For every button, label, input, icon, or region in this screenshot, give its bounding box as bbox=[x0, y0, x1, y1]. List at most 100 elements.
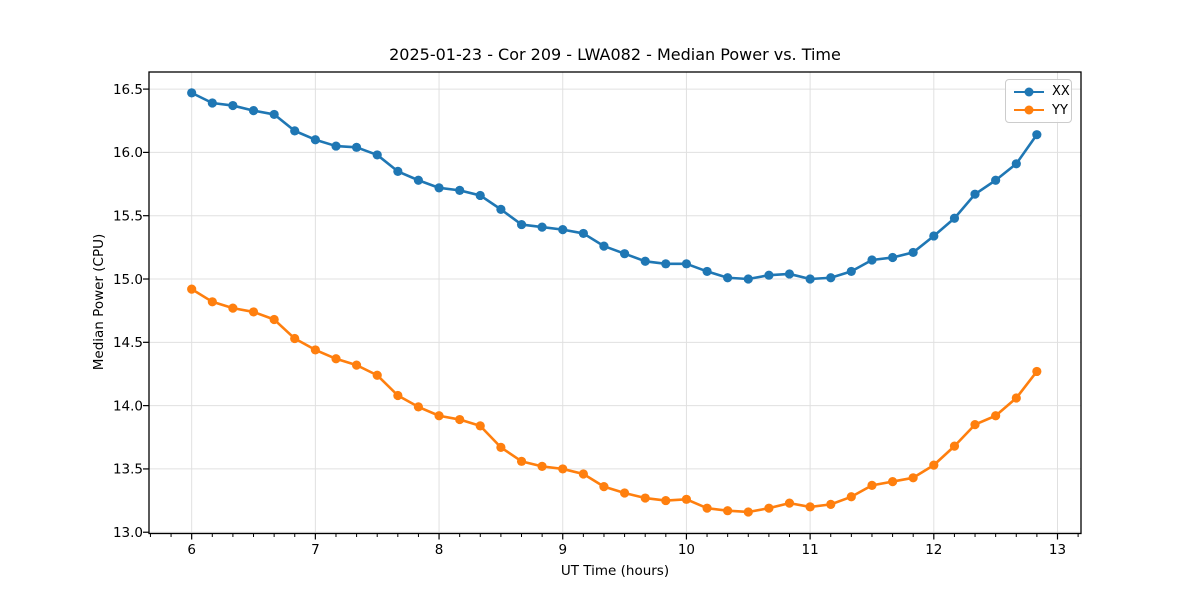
data-point bbox=[702, 503, 712, 513]
data-point bbox=[207, 297, 217, 307]
data-point bbox=[413, 175, 423, 185]
data-point bbox=[269, 314, 279, 325]
x-tick-label: 9 bbox=[558, 542, 567, 558]
data-point bbox=[1011, 393, 1021, 403]
data-point bbox=[681, 494, 692, 504]
data-point bbox=[496, 442, 506, 453]
data-point bbox=[248, 106, 259, 116]
legend-label-xx: XX bbox=[1052, 84, 1070, 100]
data-point bbox=[496, 204, 506, 214]
x-tick-label: 13 bbox=[1049, 542, 1066, 558]
data-point bbox=[991, 411, 1001, 421]
data-point bbox=[888, 252, 898, 263]
data-point bbox=[558, 464, 568, 474]
y-tick-label: 15.5 bbox=[113, 209, 143, 225]
data-point bbox=[372, 150, 382, 160]
x-tick-label: 12 bbox=[925, 542, 942, 558]
data-point bbox=[578, 469, 588, 479]
data-point bbox=[351, 360, 362, 370]
data-point bbox=[599, 241, 609, 251]
data-point bbox=[1032, 130, 1042, 140]
y-tick-label: 13.0 bbox=[113, 525, 143, 541]
data-point bbox=[331, 141, 341, 151]
data-point bbox=[248, 307, 259, 317]
data-point bbox=[290, 333, 300, 344]
legend-swatch-yy-icon bbox=[1014, 105, 1044, 115]
x-tick-label: 11 bbox=[802, 542, 819, 558]
data-point bbox=[537, 461, 547, 471]
data-point bbox=[723, 506, 733, 516]
data-point bbox=[434, 411, 444, 421]
data-point bbox=[826, 273, 836, 283]
data-point bbox=[455, 185, 465, 195]
data-point bbox=[187, 88, 197, 98]
data-point bbox=[619, 488, 630, 498]
data-point bbox=[207, 98, 217, 108]
grid-layer bbox=[149, 72, 1081, 534]
data-point bbox=[372, 370, 382, 380]
data-point bbox=[516, 456, 527, 466]
tick-label-layer: 6 7 8 9 10 11 12 13 13.0 13.5 14.0 14.5 15.0 15.5 16.0… bbox=[113, 82, 1066, 558]
data-point bbox=[413, 402, 423, 412]
data-point bbox=[949, 441, 960, 451]
x-tick-label: 7 bbox=[311, 542, 320, 558]
data-point bbox=[970, 189, 980, 199]
legend-item-xx: XX bbox=[1014, 83, 1071, 100]
legend: XX YY bbox=[1005, 79, 1072, 123]
data-point bbox=[784, 498, 795, 508]
data-point bbox=[310, 135, 320, 145]
plot-border bbox=[148, 71, 1082, 535]
x-axis-label: UT Time (hours) bbox=[561, 563, 669, 579]
data-point bbox=[640, 256, 650, 266]
y-axis-label: Median Power (CPU) bbox=[91, 234, 107, 370]
data-point bbox=[310, 345, 320, 355]
data-point bbox=[516, 219, 527, 230]
data-point bbox=[475, 190, 485, 201]
chart-title: 2025-01-23 - Cor 209 - LWA082 - Median P… bbox=[389, 45, 841, 64]
data-point bbox=[702, 266, 712, 277]
legend-label-yy: YY bbox=[1052, 102, 1068, 118]
series-yy bbox=[187, 284, 1042, 517]
y-tick-label: 13.5 bbox=[113, 462, 143, 478]
y-tick-label: 15.0 bbox=[113, 272, 143, 288]
data-point bbox=[826, 499, 836, 509]
data-point bbox=[764, 270, 774, 280]
data-point bbox=[970, 420, 980, 430]
data-point bbox=[331, 354, 341, 364]
data-point bbox=[558, 225, 568, 235]
data-point bbox=[929, 231, 939, 241]
data-point bbox=[393, 390, 403, 401]
data-point bbox=[908, 473, 918, 483]
data-point bbox=[537, 222, 547, 232]
data-point bbox=[578, 228, 588, 239]
data-point bbox=[661, 259, 671, 269]
data-point bbox=[929, 460, 939, 470]
data-point bbox=[187, 284, 197, 294]
y-tick-label: 14.5 bbox=[113, 335, 143, 351]
data-point bbox=[351, 142, 362, 152]
data-point bbox=[228, 303, 238, 313]
x-tick-label: 10 bbox=[678, 542, 695, 558]
data-point bbox=[846, 266, 856, 277]
data-point bbox=[661, 495, 671, 506]
data-point bbox=[846, 492, 856, 502]
y-tick-label: 16.0 bbox=[113, 145, 143, 161]
data-point bbox=[949, 213, 960, 223]
data-point bbox=[640, 493, 650, 503]
data-point bbox=[393, 166, 403, 176]
data-point bbox=[475, 421, 485, 431]
data-point bbox=[619, 249, 630, 259]
x-tick-label: 8 bbox=[435, 542, 444, 558]
data-point bbox=[269, 109, 279, 120]
data-point bbox=[723, 273, 733, 283]
series-layer bbox=[187, 88, 1042, 517]
data-point bbox=[290, 126, 300, 136]
data-point bbox=[784, 269, 795, 279]
data-point bbox=[908, 247, 918, 258]
x-tick-label: 6 bbox=[187, 542, 196, 558]
y-tick-label: 16.5 bbox=[113, 82, 143, 98]
legend-swatch-xx-icon bbox=[1014, 87, 1044, 97]
data-point bbox=[805, 502, 815, 512]
legend-item-yy: YY bbox=[1014, 102, 1071, 119]
